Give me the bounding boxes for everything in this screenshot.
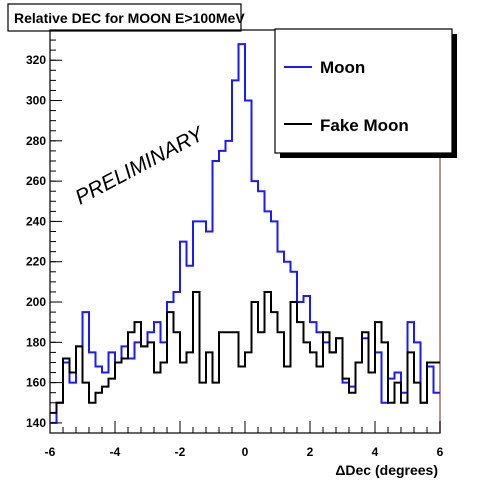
series-fake-moon-line — [50, 290, 440, 414]
x-tick-label: -2 — [175, 445, 186, 459]
y-tick-label: 140 — [26, 416, 46, 430]
y-tick-label: 200 — [26, 295, 46, 309]
x-axis-label: ΔDec (degrees) — [335, 462, 438, 478]
x-tick-label: -4 — [110, 445, 121, 459]
series-layer — [50, 43, 440, 424]
y-tick-label: 300 — [26, 94, 46, 108]
x-tick-label: 0 — [242, 445, 249, 459]
y-tick-label: 180 — [26, 335, 46, 349]
legend: Moon Fake Moon — [274, 28, 457, 158]
chart-title: Relative DEC for MOON E>100MeV — [14, 10, 245, 26]
legend-frame — [274, 28, 453, 154]
y-tick-label: 280 — [26, 134, 46, 148]
preliminary-watermark: PRELIMINARY — [72, 122, 210, 210]
y-tick-label: 160 — [26, 376, 46, 390]
title-box: Relative DEC for MOON E>100MeV — [7, 3, 245, 32]
x-tick-label: 4 — [372, 445, 379, 459]
y-tick-label: 260 — [26, 174, 46, 188]
legend-label-moon: Moon — [320, 58, 365, 77]
x-tick-label: 2 — [307, 445, 314, 459]
legend-label-fake-moon: Fake Moon — [320, 116, 409, 135]
x-tick-label: -6 — [45, 445, 56, 459]
x-axis: -6 -4 -2 0 2 4 6 — [45, 421, 444, 459]
title-frame — [7, 3, 242, 32]
y-axis: 140 160 180 200 220 240 260 280 300 320 — [26, 29, 62, 430]
y-tick-label: 240 — [26, 214, 46, 228]
y-tick-label: 220 — [26, 255, 46, 269]
x-tick-label: 6 — [437, 445, 444, 459]
y-tick-label: 320 — [26, 53, 46, 67]
